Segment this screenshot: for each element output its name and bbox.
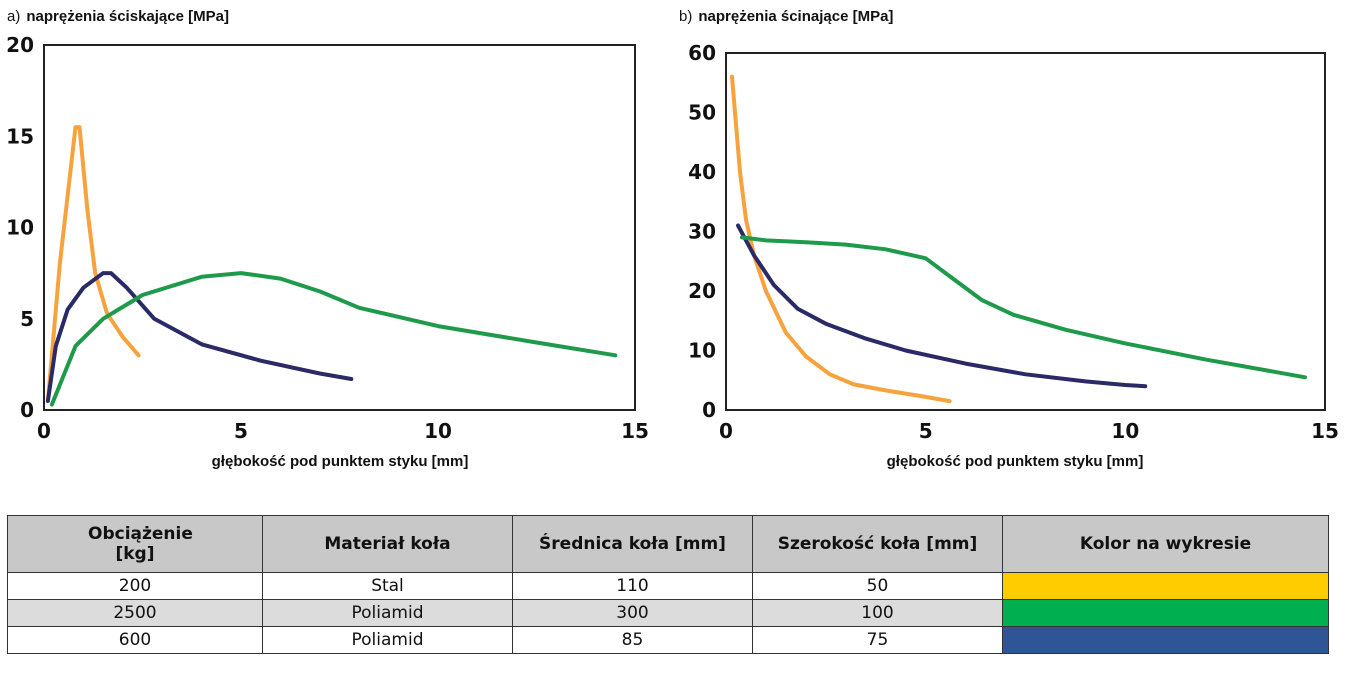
chart-b-letter: b) [679, 8, 693, 25]
cell-width: 100 [752, 599, 1003, 627]
chart-b-x-tick-label: 0 [719, 419, 733, 443]
chart-a-y-tick-label: 0 [20, 398, 34, 422]
charts-canvas: 0 5 10 15 20 0 5 10 15 0 10 20 30 40 50 60 0 5 10 15 [6, 33, 1339, 443]
chart-a-y-tick-label: 10 [6, 216, 34, 240]
chart-b-title: naprężenia ścinające [MPa] [698, 8, 894, 25]
legend-header-row: Obciążenie [kg] Materiał koła Średnica k… [7, 515, 1329, 573]
chart-a-heading: a) naprężenia ściskające [MPa] [7, 8, 229, 25]
table-row: 200 Stal 110 50 [7, 572, 1329, 600]
header-diameter: Średnica koła [mm] [512, 515, 753, 573]
chart-a-x-tick-label: 15 [621, 419, 649, 443]
cell-material: Stal [262, 572, 513, 600]
chart-a-x-tick-label: 5 [234, 419, 248, 443]
chart-b-plot-frame [725, 52, 1326, 411]
chart-b-x-tick-label: 10 [1111, 419, 1139, 443]
header-color: Kolor na wykresie [1002, 515, 1329, 573]
chart-a-title: naprężenia ściskające [MPa] [26, 8, 229, 25]
cell-load: 200 [7, 572, 263, 600]
cell-material: Poliamid [262, 599, 513, 627]
chart-b-y-tick-label: 30 [688, 220, 716, 244]
chart-a-series-line-1 [45, 271, 354, 403]
chart-b-series-line-0 [730, 74, 952, 404]
chart-b-xlabel: głębokość pod punktem styku [mm] [886, 453, 1144, 470]
header-load: Obciążenie [kg] [7, 515, 263, 573]
chart-b-series-line-1 [736, 223, 1148, 389]
color-swatch [1002, 599, 1329, 627]
chart-b-y-tick-label: 0 [702, 398, 716, 422]
legend-table: Obciążenie [kg] Materiał koła Średnica k… [7, 515, 1329, 654]
chart-b-x-tick-label: 15 [1311, 419, 1339, 443]
chart-a-series-line-2 [49, 271, 618, 407]
chart-b-x-tick-label: 5 [919, 419, 933, 443]
cell-diameter: 110 [512, 572, 753, 600]
chart-a-xlabel: głębokość pod punktem styku [mm] [211, 453, 469, 470]
cell-diameter: 85 [512, 626, 753, 654]
header-width: Szerokość koła [mm] [752, 515, 1003, 573]
chart-b-y-tick-label: 40 [688, 160, 716, 184]
chart-b-y-tick-label: 10 [688, 339, 716, 363]
chart-b-y-tick-label: 60 [688, 41, 716, 65]
chart-a-x-tick-label: 10 [424, 419, 452, 443]
chart-b-series-line-2 [740, 235, 1307, 380]
color-swatch [1002, 572, 1329, 600]
cell-diameter: 300 [512, 599, 753, 627]
chart-a-y-tick-label: 15 [6, 124, 34, 148]
chart-a-letter: a) [7, 8, 21, 25]
chart-b-y-tick-label: 20 [688, 279, 716, 303]
chart-a-x-tick-label: 0 [37, 419, 51, 443]
chart-a-y-tick-label: 5 [20, 307, 34, 331]
cell-width: 50 [752, 572, 1003, 600]
chart-a-y-tick-label: 20 [6, 33, 34, 57]
cell-load: 2500 [7, 599, 263, 627]
header-material: Materiał koła [262, 515, 513, 573]
cell-width: 75 [752, 626, 1003, 654]
table-row: 600 Poliamid 85 75 [7, 626, 1329, 654]
chart-b-heading: b) naprężenia ścinające [MPa] [679, 8, 893, 25]
cell-material: Poliamid [262, 626, 513, 654]
color-swatch [1002, 626, 1329, 654]
table-row: 2500 Poliamid 300 100 [7, 599, 1329, 627]
chart-a-plot-frame [43, 44, 636, 411]
chart-b-y-tick-label: 50 [688, 101, 716, 125]
cell-load: 600 [7, 626, 263, 654]
chart-a-series-line-0 [45, 125, 141, 403]
